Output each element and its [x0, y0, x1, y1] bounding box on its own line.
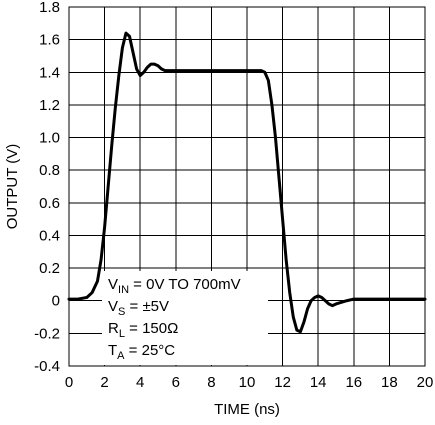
- x-tick-label: 12: [274, 374, 291, 391]
- x-tick-label: 8: [207, 374, 215, 391]
- annotation-background: [102, 271, 268, 365]
- y-tick-label: 0: [52, 293, 60, 310]
- y-tick-label: 0.6: [39, 195, 60, 212]
- y-tick-label: 1.6: [39, 32, 60, 49]
- annotation-line: TA = 25°C: [108, 342, 175, 362]
- annotation-line: VS = ±5V: [108, 298, 169, 318]
- annotation-line: VIN = 0V TO 700mV: [108, 276, 241, 296]
- x-tick-label: 6: [172, 374, 180, 391]
- y-tick-label: 0.2: [39, 260, 60, 277]
- y-tick-label: -0.2: [34, 325, 60, 342]
- x-tick-label: 16: [345, 374, 362, 391]
- y-tick-label: 1.4: [39, 64, 60, 81]
- y-axis-label: OUTPUT (V): [4, 144, 21, 230]
- output-waveform-line: [67, 31, 427, 334]
- x-tick-label: 0: [65, 374, 73, 391]
- x-tick-label: 18: [381, 374, 398, 391]
- x-tick-label: 10: [239, 374, 256, 391]
- y-tick-labels: -0.4 -0.2 0 0.2 0.4 0.6 0.8 1.0 1.2 1.4 1.6 1.8: [34, 0, 60, 375]
- y-tick-label: 1.2: [39, 97, 60, 114]
- x-tick-label: 14: [310, 374, 327, 391]
- x-tick-label: 4: [136, 374, 144, 391]
- annotation-line: RL = 150Ω: [108, 320, 178, 340]
- x-tick-label: 2: [100, 374, 108, 391]
- x-tick-label: 20: [417, 374, 434, 391]
- y-tick-label: 1.8: [39, 0, 60, 16]
- x-tick-labels: 0 2 4 6 8 10 12 14 16 18 20: [65, 374, 434, 391]
- x-axis-label: TIME (ns): [214, 401, 280, 418]
- y-tick-label: 0.8: [39, 162, 60, 179]
- y-tick-label: -0.4: [34, 358, 60, 375]
- y-tick-label: 0.4: [39, 227, 60, 244]
- plot-frame: [68, 6, 426, 367]
- y-tick-label: 1.0: [39, 130, 60, 147]
